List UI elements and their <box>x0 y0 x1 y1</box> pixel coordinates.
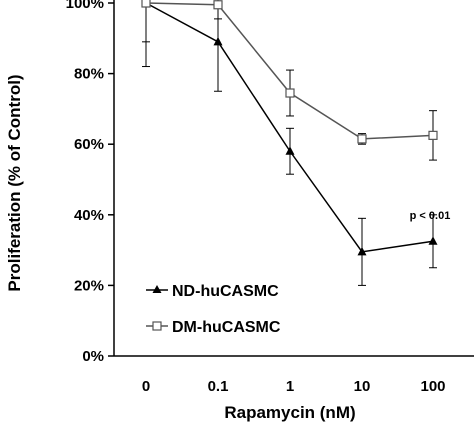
plot-area <box>113 0 474 357</box>
y-tick-label: 80% <box>74 66 104 83</box>
legend-label-nd: ND-huCASMC <box>172 283 279 300</box>
data-point-square <box>213 0 223 10</box>
x-axis-ticks: 0 0.1 1 10 100 <box>142 378 446 395</box>
series-layer <box>141 0 438 286</box>
legend-marker-nd <box>152 285 162 293</box>
y-tick-label: 100% <box>66 0 104 12</box>
data-point-square <box>141 0 151 8</box>
y-tick-label: 40% <box>74 207 104 224</box>
legend-entry-nd: ND-huCASMC <box>146 283 279 300</box>
legend-label-dm: DM-huCASMC <box>172 319 281 336</box>
x-axis-title: Rapamycin (nM) <box>224 403 355 422</box>
significance-annotation: p < 0.01 <box>410 210 451 222</box>
series-line <box>145 2 434 253</box>
series-nd <box>141 0 438 286</box>
series-dm <box>141 0 438 161</box>
y-tick-label: 20% <box>74 277 104 294</box>
data-point-triangle <box>213 36 223 46</box>
data-point-triangle <box>428 236 438 245</box>
y-axis-title: Proliferation (% of Control) <box>5 74 24 291</box>
y-tick-label: 60% <box>74 136 104 153</box>
x-tick-label: 0 <box>142 378 150 395</box>
legend-marker-dm <box>152 321 162 331</box>
y-axis-ticks: 0% 20% 40% 60% 80% 100% <box>66 0 114 365</box>
x-tick-label: 100 <box>420 378 445 395</box>
x-tick-label: 1 <box>286 378 294 395</box>
y-tick-label: 0% <box>82 348 104 365</box>
data-point-triangle <box>285 146 295 155</box>
legend: ND-huCASMC DM-huCASMC <box>146 283 281 336</box>
data-point-square <box>428 130 438 140</box>
x-tick-label: 0.1 <box>208 378 229 395</box>
legend-entry-dm: DM-huCASMC <box>146 319 281 336</box>
data-point-square <box>285 88 295 98</box>
data-point-triangle <box>357 246 367 256</box>
x-tick-label: 10 <box>354 378 371 395</box>
data-point-square <box>357 134 367 144</box>
